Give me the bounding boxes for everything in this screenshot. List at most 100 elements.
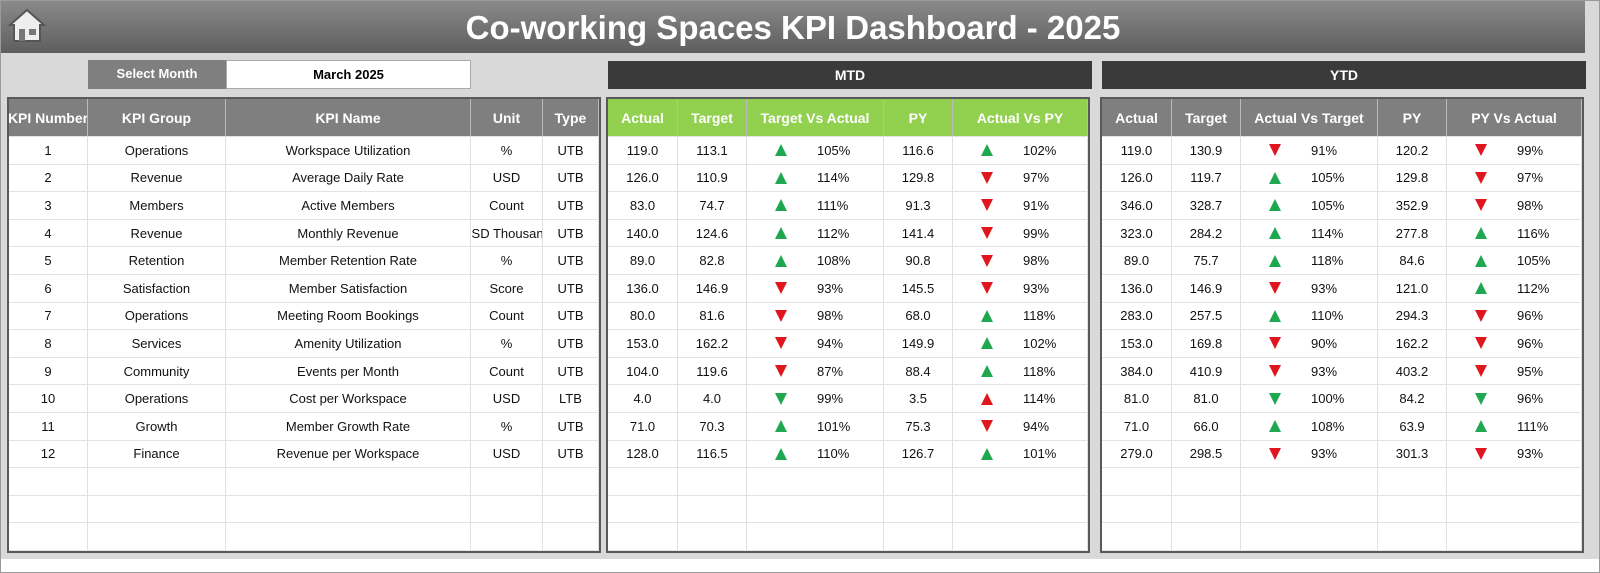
month-select[interactable]: March 2025 [226, 60, 471, 89]
ytd-header: YTD [1102, 61, 1586, 89]
table-row: 12 Finance Revenue per Workspace USD UTB [9, 440, 599, 469]
cell-text: % [500, 142, 513, 158]
cell: 96% [1447, 385, 1582, 412]
cell-text: 81.0 [1123, 391, 1150, 407]
arrow-down [981, 227, 993, 240]
cell: Count [471, 302, 543, 330]
cell-text: 146.9 [1189, 280, 1223, 296]
cell-text: 93% [817, 280, 844, 296]
cell: 8 [9, 330, 88, 357]
cell-text: UTB [557, 363, 584, 379]
cell [608, 468, 678, 495]
cell: 3.5 [884, 385, 953, 412]
cell: 100% [1241, 385, 1378, 412]
cell-text: 99% [817, 391, 844, 407]
cell [1447, 468, 1582, 495]
cell-text: 105% [1517, 253, 1551, 269]
cell: 301.3 [1378, 440, 1447, 468]
cell: 105% [1241, 164, 1378, 192]
arrow-up [981, 144, 993, 157]
cell-text: 81.0 [1193, 391, 1219, 407]
table-row: 89.0 75.7 118% 84.6 105% [1102, 247, 1582, 275]
cell [543, 523, 599, 550]
cell: 101% [953, 440, 1088, 468]
cell-text: 94% [817, 335, 844, 351]
cell-text: 140.0 [626, 225, 659, 241]
cell: 90% [1241, 330, 1378, 357]
cell: 110.9 [678, 164, 747, 192]
cell-text: 6 [44, 280, 52, 296]
cell: Operations [88, 137, 226, 164]
arrow-up [775, 144, 787, 157]
cell [543, 468, 599, 495]
cell-text: % [500, 418, 513, 434]
cell: 328.7 [1172, 192, 1241, 219]
cell: 169.8 [1172, 330, 1241, 357]
cell-text: UTB [557, 197, 584, 213]
cell: UTB [543, 164, 599, 192]
cell-text: Revenue [130, 225, 183, 241]
cell: 283.0 [1102, 302, 1172, 330]
cell-text: 126.7 [901, 446, 935, 462]
cell: 410.9 [1172, 357, 1241, 385]
cell: 129.8 [1378, 164, 1447, 192]
cell: 149.9 [884, 330, 953, 357]
cell: 119.0 [1102, 137, 1172, 164]
cell: 96% [1447, 302, 1582, 330]
table-row: 81.0 81.0 100% 84.2 96% [1102, 385, 1582, 413]
cell: 87% [747, 357, 884, 385]
cell: 4.0 [678, 385, 747, 412]
column-header: Target Vs Actual [747, 99, 884, 136]
empty-row [608, 523, 1088, 551]
cell [953, 495, 1088, 523]
cell: 12 [9, 440, 88, 468]
cell-text: Revenue per Workspace [276, 446, 420, 462]
table-row: 3 Members Active Members Count UTB [9, 192, 599, 220]
cell: 119.6 [678, 357, 747, 385]
cell-text: Count [489, 197, 524, 213]
cell: 81.0 [1102, 385, 1172, 412]
arrow-down [981, 171, 993, 184]
cell: 98% [953, 247, 1088, 274]
cell-text: 93% [1517, 446, 1544, 462]
cell-text: 118% [1023, 363, 1056, 379]
arrow-down [1269, 392, 1281, 405]
cell [1241, 495, 1378, 523]
cell: 102% [953, 330, 1088, 357]
empty-row [9, 495, 599, 524]
cell: 153.0 [608, 330, 678, 357]
title-bar: Co-working Spaces KPI Dashboard - 2025 [1, 1, 1585, 53]
cell [1241, 523, 1378, 550]
cell-text: 63.9 [1399, 418, 1425, 434]
arrow-up [981, 447, 993, 460]
cell-text: Operations [124, 391, 189, 407]
arrow-down [1475, 365, 1487, 378]
cell-text: 75.3 [905, 418, 931, 434]
cell-text: 10 [40, 391, 56, 407]
cell [1172, 523, 1241, 550]
cell: 108% [747, 247, 884, 274]
cell-text: 114% [1311, 225, 1344, 241]
table-row: 126.0 110.9 114% 129.8 97% [608, 164, 1088, 193]
cell: 91% [1241, 137, 1378, 164]
cell: 75.7 [1172, 247, 1241, 274]
cell-text: 97% [1517, 170, 1544, 186]
arrow-down [1269, 365, 1281, 378]
table-row: 128.0 116.5 110% 126.7 101% [608, 440, 1088, 469]
cell-text: 7 [44, 308, 52, 324]
cell-text: UTB [557, 280, 584, 296]
cell-text: 114% [1023, 391, 1056, 407]
cell: Workspace Utilization [226, 137, 471, 164]
home-icon[interactable] [7, 7, 47, 43]
cell-text: Average Daily Rate [292, 170, 404, 186]
column-header: Actual Vs Target [1241, 99, 1378, 136]
table-row: 71.0 70.3 101% 75.3 94% [608, 412, 1088, 441]
empty-row [608, 495, 1088, 524]
cell-text: 119.6 [696, 363, 728, 379]
cell: 84.2 [1378, 385, 1447, 412]
cell-text: 169.8 [1189, 335, 1223, 351]
cell: Finance [88, 440, 226, 468]
column-header: KPI Name [226, 99, 471, 136]
cell-text: 91.3 [905, 197, 931, 213]
cell [471, 523, 543, 550]
